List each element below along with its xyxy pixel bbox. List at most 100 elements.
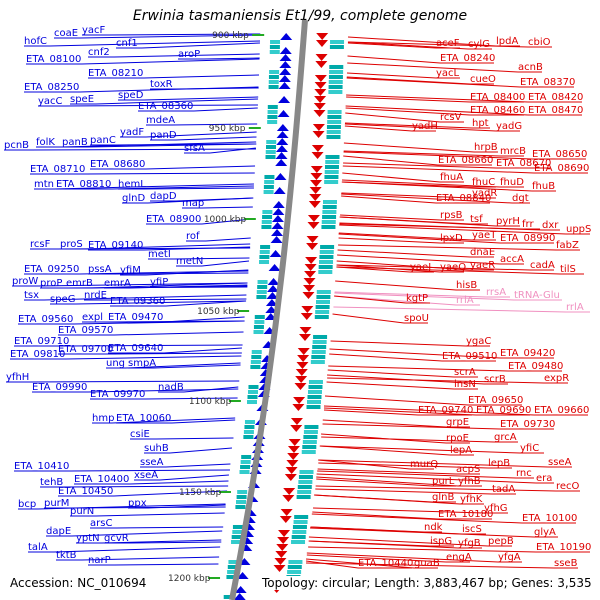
reverse-gene-arrow	[282, 495, 295, 502]
gene-labels: hofC coaE yacF cnf1 cnf2 aroP ETA_08100 ETA_082…	[4, 25, 591, 569]
leader-line	[316, 478, 433, 487]
gene-label-left: emrA	[104, 278, 131, 289]
gene-label-left: hmp	[92, 413, 114, 424]
gene-label-right: ETA_08470	[528, 105, 583, 116]
gene-label-right: ETA_08690	[534, 163, 589, 174]
feature-block	[251, 355, 262, 359]
reverse-gene-arrow	[277, 537, 290, 544]
gene-label-right: fhuA	[440, 172, 463, 183]
leader-line	[338, 232, 473, 241]
feature-block	[250, 365, 261, 369]
reverse-gene-arrow	[311, 152, 324, 159]
leader-line	[75, 300, 247, 305]
leader-line	[159, 474, 229, 481]
forward-gene-arrow	[280, 33, 293, 40]
feature-block	[264, 175, 275, 179]
feature-block	[232, 525, 243, 529]
gene-label-left: yfhH	[6, 372, 29, 383]
leader-line	[322, 423, 501, 430]
scale-tick-label: 900 kbp	[212, 31, 249, 41]
reverse-gene-arrow	[305, 257, 318, 264]
forward-gene-arrow	[272, 208, 285, 215]
gene-label-right: yaeQ	[440, 262, 466, 273]
leader-line	[347, 55, 441, 64]
gene-label-right: glnB	[432, 492, 454, 503]
gene-label-right: hisB	[456, 280, 477, 291]
feature-block	[268, 80, 279, 84]
leader-line	[316, 476, 459, 487]
feature-block	[264, 180, 275, 184]
leader-line	[29, 148, 256, 151]
gene-label-left: purM	[44, 498, 69, 509]
gene-label-left: ETA_08710	[30, 164, 85, 175]
reverse-gene-arrow	[316, 33, 329, 40]
gene-label-right: rpoE	[446, 433, 469, 444]
feature-block	[259, 255, 270, 259]
leader-line	[310, 527, 535, 538]
gene-label-right: yfhB	[458, 476, 481, 487]
leader-line	[143, 246, 251, 251]
gene-label-right: ETA_08840	[436, 193, 491, 204]
gene-label-left: ETA_08250	[24, 82, 79, 93]
leader-line	[111, 417, 236, 424]
accession-label: Accession: NC_010694	[8, 576, 149, 590]
reverse-gene-arrow	[280, 509, 293, 516]
forward-gene-arrow	[269, 250, 282, 257]
reverse-gene-arrow	[303, 278, 316, 285]
leader-line	[346, 96, 471, 103]
forward-gene-arrow	[275, 145, 288, 152]
leader-line	[209, 147, 256, 154]
forward-gene-arrow	[236, 572, 249, 579]
forward-gene-arrow	[276, 138, 289, 145]
gene-label-right: ETA_09510	[442, 351, 497, 362]
gene-label-right: yadR	[472, 188, 497, 199]
gene-label-left: expl	[82, 312, 103, 323]
scale-ticks: 900 kbp 950 kbp 1000 kbp 1050 kbp 1100 kbp 11…	[168, 31, 265, 584]
gene-label-right: tRNA-Glu	[514, 290, 560, 301]
feature-block	[296, 495, 311, 499]
leader-line	[69, 344, 243, 347]
feature-block	[329, 70, 344, 74]
feature-block	[313, 335, 328, 339]
feature-block	[267, 120, 278, 124]
gene-label-right: yfhG	[484, 503, 508, 514]
gene-label-right: expR	[544, 373, 569, 384]
gene-label-right: engA	[446, 552, 472, 563]
forward-gene-arrow	[276, 131, 289, 138]
feature-block	[304, 425, 319, 429]
leader-line	[329, 353, 443, 362]
leader-line	[81, 58, 260, 65]
forward-gene-arrow	[271, 229, 284, 236]
leader-line	[69, 469, 230, 472]
leader-line	[314, 494, 461, 505]
gene-label-right: pepB	[488, 536, 514, 547]
gene-label-right: tadA	[492, 484, 515, 495]
gene-label-left: nrdE	[84, 290, 107, 301]
gene-label-right: insN	[454, 379, 476, 390]
reverse-gene-arrow	[314, 82, 327, 89]
gene-label-right: kgtP	[406, 293, 428, 304]
gene-label-right: cadA	[530, 260, 555, 271]
gene-label-right: ispG	[430, 536, 452, 547]
leader-line	[347, 42, 437, 49]
feature-block	[269, 70, 280, 74]
feature-block	[240, 460, 251, 464]
gene-label-right: scrB	[484, 374, 506, 385]
gene-label-left: ETA_10450	[58, 486, 113, 497]
feature-block	[328, 85, 343, 89]
leader-line	[338, 233, 501, 244]
gene-label-left: panC	[90, 135, 116, 146]
feature-block	[302, 440, 317, 444]
gene-label-right: ETA_10440	[358, 558, 413, 569]
gene-label-left: dapD	[150, 191, 177, 202]
feature-block	[301, 450, 316, 454]
gene-label-left: ETA_09560	[18, 314, 73, 325]
gene-label-left: ETA_09970	[90, 389, 145, 400]
reverse-gene-arrow	[290, 425, 303, 432]
gene-label-right: ETA_09740	[418, 405, 473, 416]
leader-line	[201, 206, 253, 209]
forward-gene-arrow	[278, 75, 291, 82]
feature-block	[243, 430, 254, 434]
gene-label-left: yadF	[120, 127, 144, 138]
leader-line	[43, 294, 247, 301]
